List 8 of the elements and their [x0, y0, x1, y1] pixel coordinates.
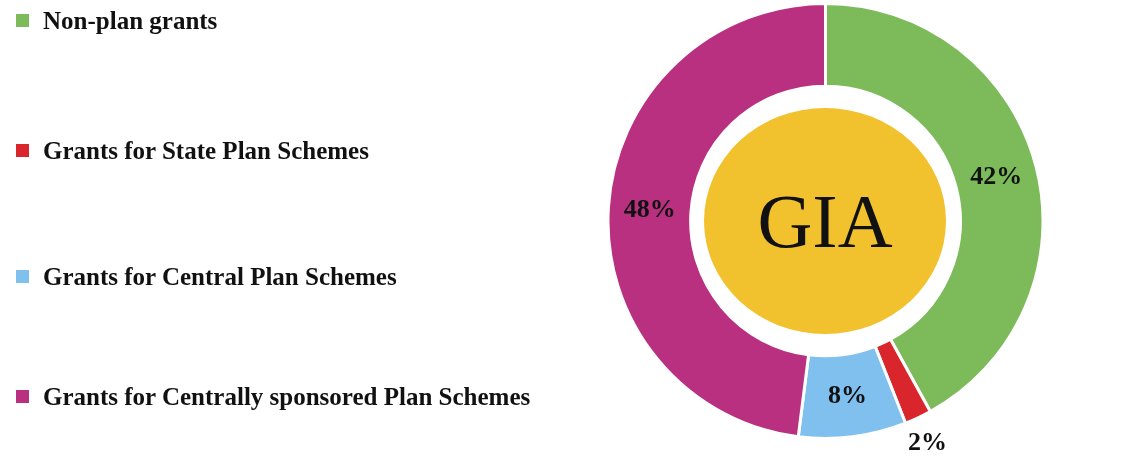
legend-label: Non-plan grants	[43, 6, 218, 35]
data-label: 48%	[623, 193, 676, 223]
data-label: 2%	[907, 427, 947, 457]
data-label: 8%	[828, 379, 868, 409]
legend-label: Grants for Central Plan Schemes	[43, 262, 397, 291]
legend-label: Grants for Centrally sponsored Plan Schemes	[43, 382, 531, 411]
data-label: 42%	[970, 160, 1023, 190]
legend-label: Grants for State Plan Schemes	[43, 136, 369, 165]
